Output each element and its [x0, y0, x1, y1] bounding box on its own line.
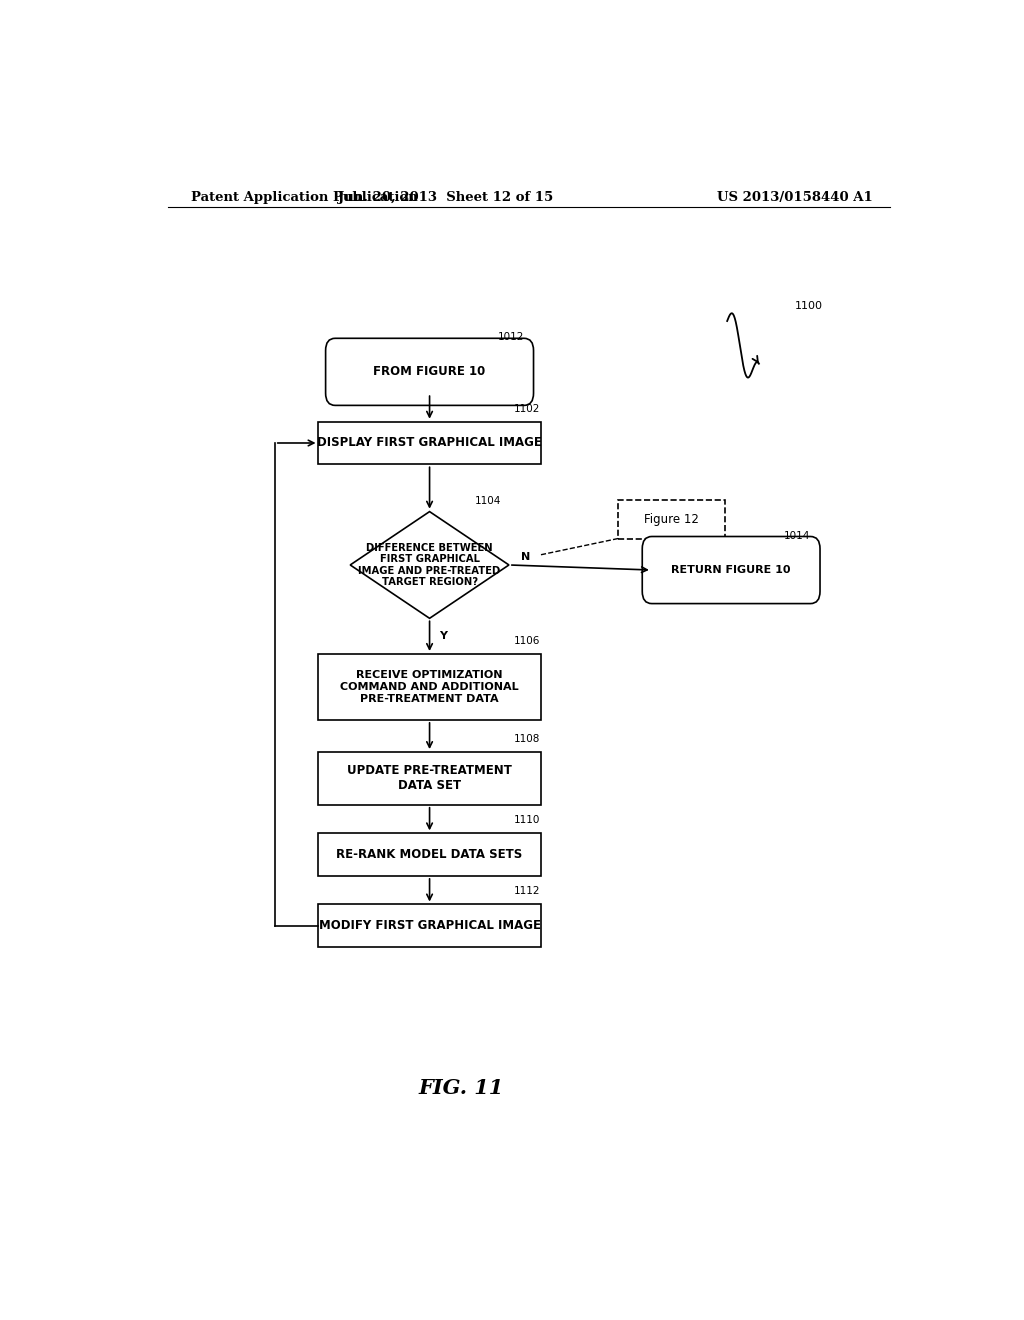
Text: RETURN FIGURE 10: RETURN FIGURE 10 [672, 565, 791, 576]
Text: DISPLAY FIRST GRAPHICAL IMAGE: DISPLAY FIRST GRAPHICAL IMAGE [317, 437, 542, 450]
Bar [318, 904, 541, 948]
FancyBboxPatch shape [642, 536, 820, 603]
Text: RECEIVE OPTIMIZATION
COMMAND AND ADDITIONAL
PRE-TREATMENT DATA: RECEIVE OPTIMIZATION COMMAND AND ADDITIO… [340, 671, 519, 704]
Text: DIFFERENCE BETWEEN
FIRST GRAPHICAL
IMAGE AND PRE-TREATED
TARGET REGION?: DIFFERENCE BETWEEN FIRST GRAPHICAL IMAGE… [358, 543, 501, 587]
Text: 1112: 1112 [514, 886, 541, 896]
Text: FROM FIGURE 10: FROM FIGURE 10 [374, 366, 485, 379]
Bar [618, 500, 725, 539]
FancyBboxPatch shape [326, 338, 534, 405]
Bar [318, 653, 541, 719]
Text: 1014: 1014 [784, 531, 811, 541]
Text: Jun. 20, 2013  Sheet 12 of 15: Jun. 20, 2013 Sheet 12 of 15 [338, 190, 553, 203]
Text: FIG. 11: FIG. 11 [419, 1078, 504, 1098]
Polygon shape [350, 512, 509, 618]
Bar [318, 421, 541, 465]
Text: 1104: 1104 [474, 495, 501, 506]
Text: 1108: 1108 [514, 734, 541, 744]
Text: RE-RANK MODEL DATA SETS: RE-RANK MODEL DATA SETS [337, 849, 522, 861]
Text: US 2013/0158440 A1: US 2013/0158440 A1 [717, 190, 872, 203]
Text: 1102: 1102 [514, 404, 541, 413]
Bar [318, 833, 541, 876]
Text: MODIFY FIRST GRAPHICAL IMAGE: MODIFY FIRST GRAPHICAL IMAGE [318, 919, 541, 932]
Text: 1012: 1012 [498, 333, 524, 342]
Text: Figure 12: Figure 12 [644, 512, 699, 525]
Text: 1100: 1100 [795, 301, 822, 310]
Text: 1106: 1106 [514, 636, 541, 645]
Bar [318, 752, 541, 805]
Text: Patent Application Publication: Patent Application Publication [191, 190, 418, 203]
Text: N: N [521, 552, 530, 562]
Text: Y: Y [439, 631, 447, 642]
Text: 1110: 1110 [514, 816, 541, 825]
Text: UPDATE PRE-TREATMENT
DATA SET: UPDATE PRE-TREATMENT DATA SET [347, 764, 512, 792]
